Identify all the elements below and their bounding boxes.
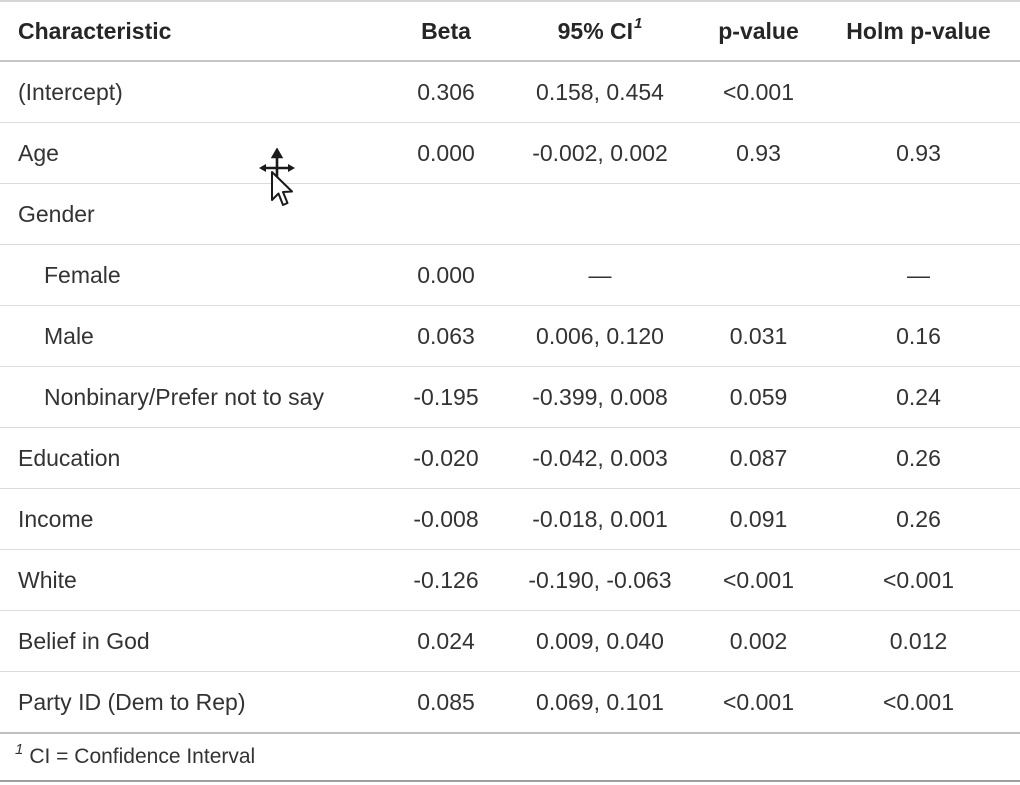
ci-cell: -0.018, 0.001 bbox=[532, 505, 668, 532]
ci-cell: 0.069, 0.101 bbox=[536, 688, 664, 715]
header-characteristic-label: Characteristic bbox=[18, 17, 172, 44]
p-value-cell: 0.087 bbox=[729, 444, 788, 471]
beta-cell: -0.020 bbox=[413, 444, 479, 471]
p-value-cell: <0.001 bbox=[723, 78, 794, 105]
beta-cell: 0.085 bbox=[417, 688, 475, 715]
characteristic-cell: Gender bbox=[18, 200, 95, 227]
p-value-cell: 0.059 bbox=[729, 383, 788, 410]
footnote-cell: 1 CI = Confidence Interval bbox=[0, 733, 1020, 781]
table-row: Income -0.008 -0.018, 0.001 0.091 0.26 bbox=[0, 489, 1020, 550]
table-row: Education -0.020 -0.042, 0.003 0.087 0.2… bbox=[0, 428, 1020, 489]
beta-cell: 0.000 bbox=[417, 139, 475, 166]
beta-cell: 0.000 bbox=[417, 261, 475, 288]
holm-p-value-cell: <0.001 bbox=[883, 566, 954, 593]
beta-cell: -0.008 bbox=[413, 505, 479, 532]
table-row: Age 0.000 -0.002, 0.002 0.93 0.93 bbox=[0, 123, 1020, 184]
ci-cell: -0.399, 0.008 bbox=[532, 383, 668, 410]
beta-cell: 0.063 bbox=[417, 322, 475, 349]
table-row: (Intercept) 0.306 0.158, 0.454 <0.001 bbox=[0, 61, 1020, 123]
beta-cell bbox=[392, 184, 500, 245]
holm-p-value-cell: <0.001 bbox=[883, 688, 954, 715]
p-value-cell bbox=[700, 184, 817, 245]
characteristic-cell: Party ID (Dem to Rep) bbox=[18, 688, 246, 715]
holm-p-value-cell bbox=[817, 184, 1020, 245]
table-row: White -0.126 -0.190, -0.063 <0.001 <0.00… bbox=[0, 550, 1020, 611]
ci-footnote-marker: 1 bbox=[634, 14, 643, 32]
header-p-value-label: p-value bbox=[718, 17, 799, 44]
p-value-cell: 0.031 bbox=[729, 322, 788, 349]
p-value-cell: 0.091 bbox=[729, 505, 788, 532]
p-value-cell: 0.93 bbox=[736, 139, 781, 166]
characteristic-cell: Female bbox=[44, 261, 121, 288]
header-ci: 95% CI1 bbox=[500, 1, 700, 62]
header-p-value: p-value bbox=[700, 1, 817, 62]
ci-cell bbox=[500, 184, 700, 245]
table-row: Party ID (Dem to Rep) 0.085 0.069, 0.101… bbox=[0, 672, 1020, 733]
header-holm-p-value-label: Holm p-value bbox=[846, 17, 991, 44]
beta-cell: -0.126 bbox=[413, 566, 479, 593]
characteristic-cell: White bbox=[18, 566, 77, 593]
ci-cell: 0.006, 0.120 bbox=[536, 322, 664, 349]
footnote-marker: 1 bbox=[15, 741, 24, 758]
header-beta: Beta bbox=[392, 1, 500, 62]
table-row: Belief in God 0.024 0.009, 0.040 0.002 0… bbox=[0, 611, 1020, 672]
characteristic-cell: (Intercept) bbox=[18, 78, 123, 105]
beta-cell: -0.195 bbox=[413, 383, 479, 410]
table-body: (Intercept) 0.306 0.158, 0.454 <0.001 Ag… bbox=[0, 61, 1020, 733]
characteristic-cell: Belief in God bbox=[18, 627, 150, 654]
ci-cell: -0.002, 0.002 bbox=[532, 139, 668, 166]
table-row: Nonbinary/Prefer not to say -0.195 -0.39… bbox=[0, 367, 1020, 428]
header-row: Characteristic Beta 95% CI1 p-value Holm… bbox=[0, 1, 1020, 62]
ci-cell: -0.042, 0.003 bbox=[532, 444, 668, 471]
table-header: Characteristic Beta 95% CI1 p-value Holm… bbox=[0, 1, 1020, 62]
table-row: Male 0.063 0.006, 0.120 0.031 0.16 bbox=[0, 306, 1020, 367]
table-row: Female 0.000 — — bbox=[0, 245, 1020, 306]
p-value-cell bbox=[700, 245, 817, 306]
header-ci-label: 95% CI bbox=[557, 17, 634, 44]
characteristic-cell: Nonbinary/Prefer not to say bbox=[44, 383, 324, 410]
holm-p-value-cell: 0.16 bbox=[896, 322, 941, 349]
table-row: Gender bbox=[0, 184, 1020, 245]
characteristic-cell: Education bbox=[18, 444, 121, 471]
p-value-cell: 0.002 bbox=[729, 627, 788, 654]
beta-cell: 0.306 bbox=[417, 78, 475, 105]
header-holm-p-value: Holm p-value bbox=[817, 1, 1020, 62]
characteristic-cell: Income bbox=[18, 505, 94, 532]
characteristic-cell: Age bbox=[18, 139, 59, 166]
footnote-text: CI = Confidence Interval bbox=[29, 745, 256, 768]
holm-p-value-cell: 0.26 bbox=[896, 444, 941, 471]
p-value-cell: <0.001 bbox=[723, 566, 794, 593]
ci-cell: — bbox=[588, 261, 612, 288]
holm-p-value-cell: — bbox=[907, 261, 930, 288]
footnote-row: 1 CI = Confidence Interval bbox=[0, 733, 1020, 781]
p-value-cell: <0.001 bbox=[723, 688, 794, 715]
header-characteristic: Characteristic bbox=[0, 1, 392, 62]
holm-p-value-cell bbox=[817, 61, 1020, 123]
characteristic-cell: Male bbox=[44, 322, 94, 349]
holm-p-value-cell: 0.93 bbox=[896, 139, 941, 166]
holm-p-value-cell: 0.012 bbox=[889, 627, 948, 654]
ci-cell: 0.158, 0.454 bbox=[536, 78, 664, 105]
ci-cell: 0.009, 0.040 bbox=[536, 627, 664, 654]
table-footer: 1 CI = Confidence Interval bbox=[0, 733, 1020, 781]
header-beta-label: Beta bbox=[421, 17, 471, 44]
holm-p-value-cell: 0.24 bbox=[896, 383, 941, 410]
beta-cell: 0.024 bbox=[417, 627, 475, 654]
holm-p-value-cell: 0.26 bbox=[896, 505, 941, 532]
ci-cell: -0.190, -0.063 bbox=[528, 566, 672, 593]
